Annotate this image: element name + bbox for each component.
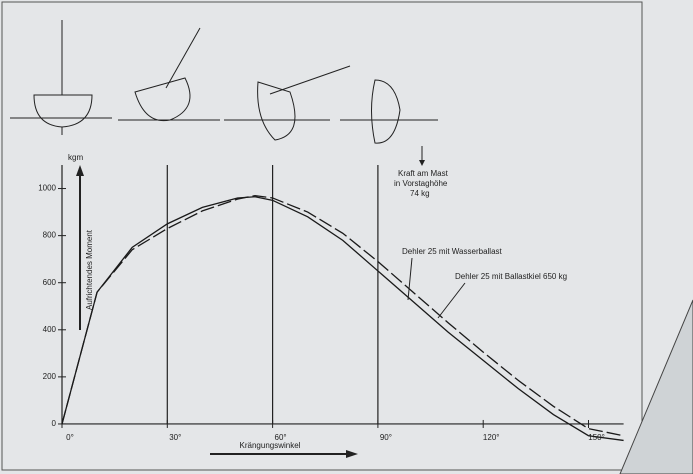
annotation: Kraft am Mast [398, 169, 449, 178]
y-tick-label: 0 [52, 419, 57, 428]
y-unit: kgm [68, 153, 83, 162]
annotation: in Vorstaghöhe [394, 179, 448, 188]
y-tick-label: 200 [43, 372, 57, 381]
y-tick-label: 1000 [38, 184, 56, 193]
y-tick-label: 400 [43, 325, 57, 334]
annotation: 74 kg [410, 189, 430, 198]
x-tick-label: 0° [66, 433, 74, 442]
y-axis-title: Aufrichtendes Moment [85, 229, 94, 310]
x-tick-label: 120° [483, 433, 500, 442]
x-tick-label: 30° [169, 433, 181, 442]
legend-label: Dehler 25 mit Wasserballast [402, 247, 503, 256]
y-tick-label: 800 [43, 231, 57, 240]
legend-label: Dehler 25 mit Ballastkiel 650 kg [455, 272, 567, 281]
background [0, 0, 693, 474]
y-tick-label: 600 [43, 278, 57, 287]
chart: kgm Aufrichtendes Moment Krängungswinkel… [0, 0, 693, 474]
x-axis-title: Krängungswinkel [240, 441, 301, 450]
x-tick-label: 60° [275, 433, 287, 442]
x-tick-label: 90° [380, 433, 392, 442]
